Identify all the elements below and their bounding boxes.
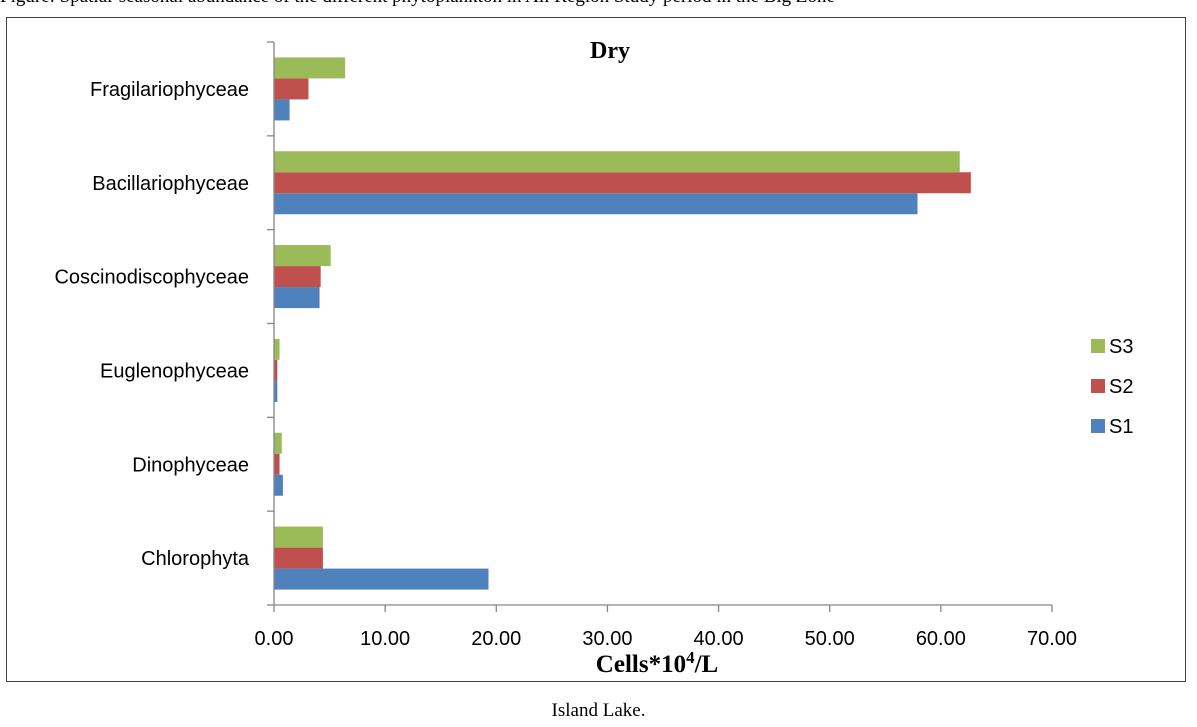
chart-title: Dry bbox=[590, 38, 630, 64]
x-tick-label: 70.00 bbox=[1027, 628, 1077, 650]
category-label: Chlorophyta bbox=[141, 548, 250, 570]
bar-s2-coscinodiscophyceae bbox=[274, 266, 321, 288]
x-axis-label: Cells*104/L bbox=[596, 648, 718, 678]
legend-label-s1: S1 bbox=[1109, 416, 1133, 438]
tick-labels: 0.00 10.00 20.00 30.00 40.00 50.00 60.00 70.00 bbox=[255, 628, 1078, 650]
x-tick-label: 0.00 bbox=[255, 628, 294, 650]
bar-s3-bacillariophyceae bbox=[274, 151, 960, 173]
bar-s2-dinophyceae bbox=[274, 453, 280, 475]
bar-s3-dinophyceae bbox=[274, 432, 282, 454]
bar-s2-chlorophyta bbox=[274, 547, 323, 569]
bar-s1-fragilariophyceae bbox=[274, 99, 290, 121]
figure-bottom-caption: Island Lake. bbox=[551, 700, 646, 721]
chart-frame bbox=[6, 17, 1186, 682]
legend: S3 S2 S1 bbox=[1091, 336, 1133, 438]
bar-s3-coscinodiscophyceae bbox=[274, 245, 331, 267]
legend-swatch-s1 bbox=[1091, 419, 1105, 433]
bar-s1-chlorophyta bbox=[274, 568, 489, 590]
bar-s1-euglenophyceae bbox=[274, 380, 278, 402]
category-labels: Chlorophyta Dinophyceae Euglenophyceae Cosc… bbox=[54, 79, 249, 570]
x-tick-label: 40.00 bbox=[694, 628, 744, 650]
bar-s1-bacillariophyceae bbox=[274, 193, 918, 215]
x-axis-label-tail: /L bbox=[694, 651, 719, 678]
legend-label-s3: S3 bbox=[1109, 336, 1133, 358]
x-tick-label: 10.00 bbox=[360, 628, 410, 650]
category-label: Fragilariophyceae bbox=[90, 79, 249, 101]
x-tick-label: 50.00 bbox=[805, 628, 855, 650]
legend-swatch-s3 bbox=[1091, 339, 1105, 353]
figure-top-caption: Figure: Spatial-seasonal abundance of th… bbox=[0, 0, 1197, 8]
bars-group bbox=[274, 57, 971, 590]
x-tick-label: 60.00 bbox=[916, 628, 966, 650]
category-label: Dinophyceae bbox=[132, 454, 249, 476]
legend-label-s2: S2 bbox=[1109, 376, 1133, 398]
x-tick-label: 30.00 bbox=[582, 628, 632, 650]
bar-s2-fragilariophyceae bbox=[274, 78, 309, 100]
bar-s3-euglenophyceae bbox=[274, 338, 280, 360]
legend-swatch-s2 bbox=[1091, 379, 1105, 393]
x-axis-label-superscript: 4 bbox=[686, 648, 695, 667]
bar-s2-bacillariophyceae bbox=[274, 172, 971, 194]
axes-group bbox=[267, 41, 1053, 612]
bar-s2-euglenophyceae bbox=[274, 359, 278, 381]
bar-s3-fragilariophyceae bbox=[274, 57, 346, 79]
x-tick-label: 20.00 bbox=[471, 628, 521, 650]
category-label: Euglenophyceae bbox=[100, 360, 249, 382]
category-label: Bacillariophyceae bbox=[92, 173, 249, 195]
x-axis-label-main: Cells*10 bbox=[596, 651, 686, 678]
bar-s1-dinophyceae bbox=[274, 474, 283, 496]
category-label: Coscinodiscophyceae bbox=[54, 267, 249, 289]
bar-s1-coscinodiscophyceae bbox=[274, 287, 320, 309]
bar-s3-chlorophyta bbox=[274, 526, 323, 548]
